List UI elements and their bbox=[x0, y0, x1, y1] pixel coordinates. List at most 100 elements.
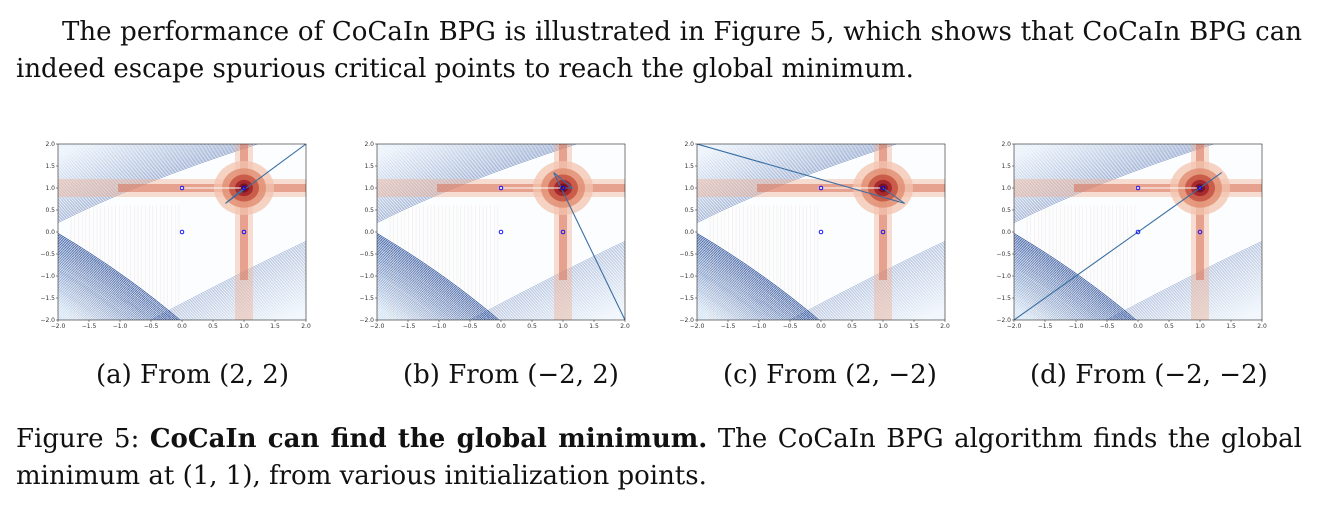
y-tick-label: 1.5 bbox=[684, 163, 694, 170]
x-tick-label: 1.5 bbox=[270, 323, 280, 330]
contour-plot: −2.0 −1.5 −1.0 −0.5 0.0 0.5 1.0 1.5 2.0 2.0 1.5 1.0… bbox=[996, 141, 1267, 330]
y-tick-label: 2.0 bbox=[684, 141, 694, 148]
y-tick-label: −0.5 bbox=[679, 251, 694, 258]
caption-text: The CoCaIn BPG algorithm finds the globa… bbox=[16, 424, 1303, 491]
x-tick-label: −1.0 bbox=[1069, 323, 1084, 330]
critical-point-marker bbox=[560, 185, 566, 191]
critical-point-marker bbox=[179, 185, 185, 191]
x-tick-label: −0.5 bbox=[463, 323, 478, 330]
y-tick-label: 1.5 bbox=[1001, 163, 1011, 170]
x-tick-label: 2.0 bbox=[1257, 323, 1267, 330]
x-tick-label: −1.5 bbox=[1038, 323, 1053, 330]
x-tick-label: 1.5 bbox=[909, 323, 919, 330]
y-tick-label: −0.5 bbox=[359, 251, 374, 258]
critical-point-marker bbox=[241, 229, 247, 235]
critical-point-marker bbox=[498, 185, 504, 191]
y-tick-label: 1.5 bbox=[45, 163, 55, 170]
critical-point-marker bbox=[1135, 229, 1141, 235]
subfigure-d: −2.0 −1.5 −1.0 −0.5 0.0 0.5 1.0 1.5 2.0 2.0 1.5 1.0… bbox=[972, 134, 1272, 334]
x-tick-label: −0.5 bbox=[144, 323, 159, 330]
critical-point-marker bbox=[818, 185, 824, 191]
subfigure-a: −2.0 −1.5 −1.0 −0.5 0.0 0.5 1.0 1.5 2.0 2.0 1.5 1.0… bbox=[16, 134, 316, 334]
y-tick-label: 0.0 bbox=[1001, 229, 1011, 236]
y-tick-label: 1.0 bbox=[1001, 185, 1011, 192]
x-tick-label: −1.5 bbox=[721, 323, 736, 330]
caption-title: CoCaIn can find the global minimum. bbox=[149, 424, 708, 454]
x-tick-label: 1.0 bbox=[239, 323, 249, 330]
y-tick-label: 0.5 bbox=[364, 207, 374, 214]
optimization-path bbox=[1014, 172, 1223, 320]
x-tick-label: 1.0 bbox=[558, 323, 568, 330]
contour-plot: −2.0 −1.5 −1.0 −0.5 0.0 0.5 1.0 1.5 2.0 2.0 1.5 1.0… bbox=[359, 141, 630, 330]
optimization-path bbox=[225, 144, 306, 204]
y-tick-label: −1.5 bbox=[679, 295, 694, 302]
critical-point-marker bbox=[880, 185, 886, 191]
subcaption-d: (d) From (−2, −2) bbox=[1030, 360, 1268, 390]
y-tick-label: −2.0 bbox=[359, 317, 374, 324]
x-tick-label: 1.0 bbox=[1195, 323, 1205, 330]
x-tick-label: 2.0 bbox=[620, 323, 630, 330]
x-tick-label: 0.5 bbox=[1164, 323, 1174, 330]
optimization-path bbox=[553, 172, 625, 320]
y-tick-label: −1.0 bbox=[40, 273, 55, 280]
x-tick-label: −1.0 bbox=[752, 323, 767, 330]
y-tick-label: −1.0 bbox=[679, 273, 694, 280]
y-tick-label: 0.0 bbox=[364, 229, 374, 236]
y-tick-label: 2.0 bbox=[1001, 141, 1011, 148]
y-tick-label: 1.5 bbox=[364, 163, 374, 170]
figure-caption: Figure 5: CoCaIn can find the global min… bbox=[16, 421, 1302, 495]
y-tick-label: 2.0 bbox=[364, 141, 374, 148]
critical-point-marker bbox=[498, 229, 504, 235]
subcaption-a: (a) From (2, 2) bbox=[96, 360, 289, 390]
y-tick-label: 0.5 bbox=[1001, 207, 1011, 214]
subfigure-b: −2.0 −1.5 −1.0 −0.5 0.0 0.5 1.0 1.5 2.0 2.0 1.5 1.0… bbox=[335, 134, 635, 334]
y-tick-label: 1.0 bbox=[45, 185, 55, 192]
x-tick-label: 0.0 bbox=[496, 323, 506, 330]
x-tick-label: 0.0 bbox=[177, 323, 187, 330]
y-tick-label: −1.5 bbox=[996, 295, 1011, 302]
contour-plot: −2.0 −1.5 −1.0 −0.5 0.0 0.5 1.0 1.5 2.0 2.0 1.5 1.0… bbox=[40, 141, 311, 330]
x-tick-label: −2.0 bbox=[370, 323, 385, 330]
optimization-path bbox=[697, 144, 906, 204]
x-tick-label: 1.5 bbox=[589, 323, 599, 330]
y-tick-label: 2.0 bbox=[45, 141, 55, 148]
x-tick-label: 0.5 bbox=[847, 323, 857, 330]
critical-point-marker bbox=[1135, 185, 1141, 191]
contour-plot: −2.0 −1.5 −1.0 −0.5 0.0 0.5 1.0 1.5 2.0 2.0 1.5 1.0… bbox=[679, 141, 950, 330]
y-tick-label: 1.0 bbox=[684, 185, 694, 192]
x-tick-label: −0.5 bbox=[783, 323, 798, 330]
x-tick-label: 0.5 bbox=[208, 323, 218, 330]
x-tick-label: −2.0 bbox=[690, 323, 705, 330]
x-tick-label: −1.5 bbox=[82, 323, 97, 330]
y-tick-label: −1.5 bbox=[40, 295, 55, 302]
x-tick-label: −2.0 bbox=[1007, 323, 1022, 330]
subcaption-c: (c) From (2, −2) bbox=[723, 360, 937, 390]
x-tick-label: 0.0 bbox=[1133, 323, 1143, 330]
critical-point-marker bbox=[880, 229, 886, 235]
x-tick-label: −2.0 bbox=[51, 323, 66, 330]
subcaption-b: (b) From (−2, 2) bbox=[403, 360, 619, 390]
x-tick-label: −1.5 bbox=[401, 323, 416, 330]
critical-point-marker bbox=[1197, 229, 1203, 235]
x-tick-label: 2.0 bbox=[301, 323, 311, 330]
x-tick-label: 1.5 bbox=[1226, 323, 1236, 330]
x-tick-label: 0.0 bbox=[816, 323, 826, 330]
x-tick-label: 0.5 bbox=[527, 323, 537, 330]
y-tick-label: 0.0 bbox=[684, 229, 694, 236]
body-paragraph: The performance of CoCaIn BPG is illustr… bbox=[16, 14, 1302, 88]
y-tick-label: −2.0 bbox=[40, 317, 55, 324]
y-tick-label: 0.5 bbox=[684, 207, 694, 214]
y-tick-label: −1.0 bbox=[996, 273, 1011, 280]
y-tick-label: −2.0 bbox=[996, 317, 1011, 324]
x-tick-label: −1.0 bbox=[432, 323, 447, 330]
critical-point-marker bbox=[241, 185, 247, 191]
y-tick-label: −1.0 bbox=[359, 273, 374, 280]
x-tick-label: 2.0 bbox=[940, 323, 950, 330]
x-tick-label: −1.0 bbox=[113, 323, 128, 330]
y-tick-label: 0.5 bbox=[45, 207, 55, 214]
subfigure-c: −2.0 −1.5 −1.0 −0.5 0.0 0.5 1.0 1.5 2.0 2.0 1.5 1.0… bbox=[655, 134, 955, 334]
y-tick-label: 0.0 bbox=[45, 229, 55, 236]
critical-point-marker bbox=[1197, 185, 1203, 191]
y-tick-label: −0.5 bbox=[996, 251, 1011, 258]
y-tick-label: −2.0 bbox=[679, 317, 694, 324]
